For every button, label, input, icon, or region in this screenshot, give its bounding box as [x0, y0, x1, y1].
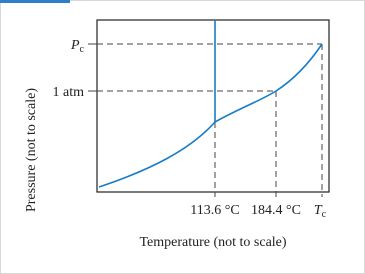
x-axis-title: Temperature (not to scale) [139, 235, 286, 250]
x-label: Tc [314, 203, 327, 220]
atm-label: 1 atm [53, 85, 85, 100]
tab-fragment [0, 0, 70, 3]
sublimation-curve [98, 121, 216, 188]
y-axis-title: Pressure (not to scale) [24, 88, 39, 212]
x-label: 184.4 °C [251, 203, 301, 218]
vaporization-curve [214, 43, 323, 123]
x-label: 113.6 °C [190, 203, 239, 218]
plot-frame [96, 19, 330, 193]
pc-label: Pc [70, 38, 85, 55]
